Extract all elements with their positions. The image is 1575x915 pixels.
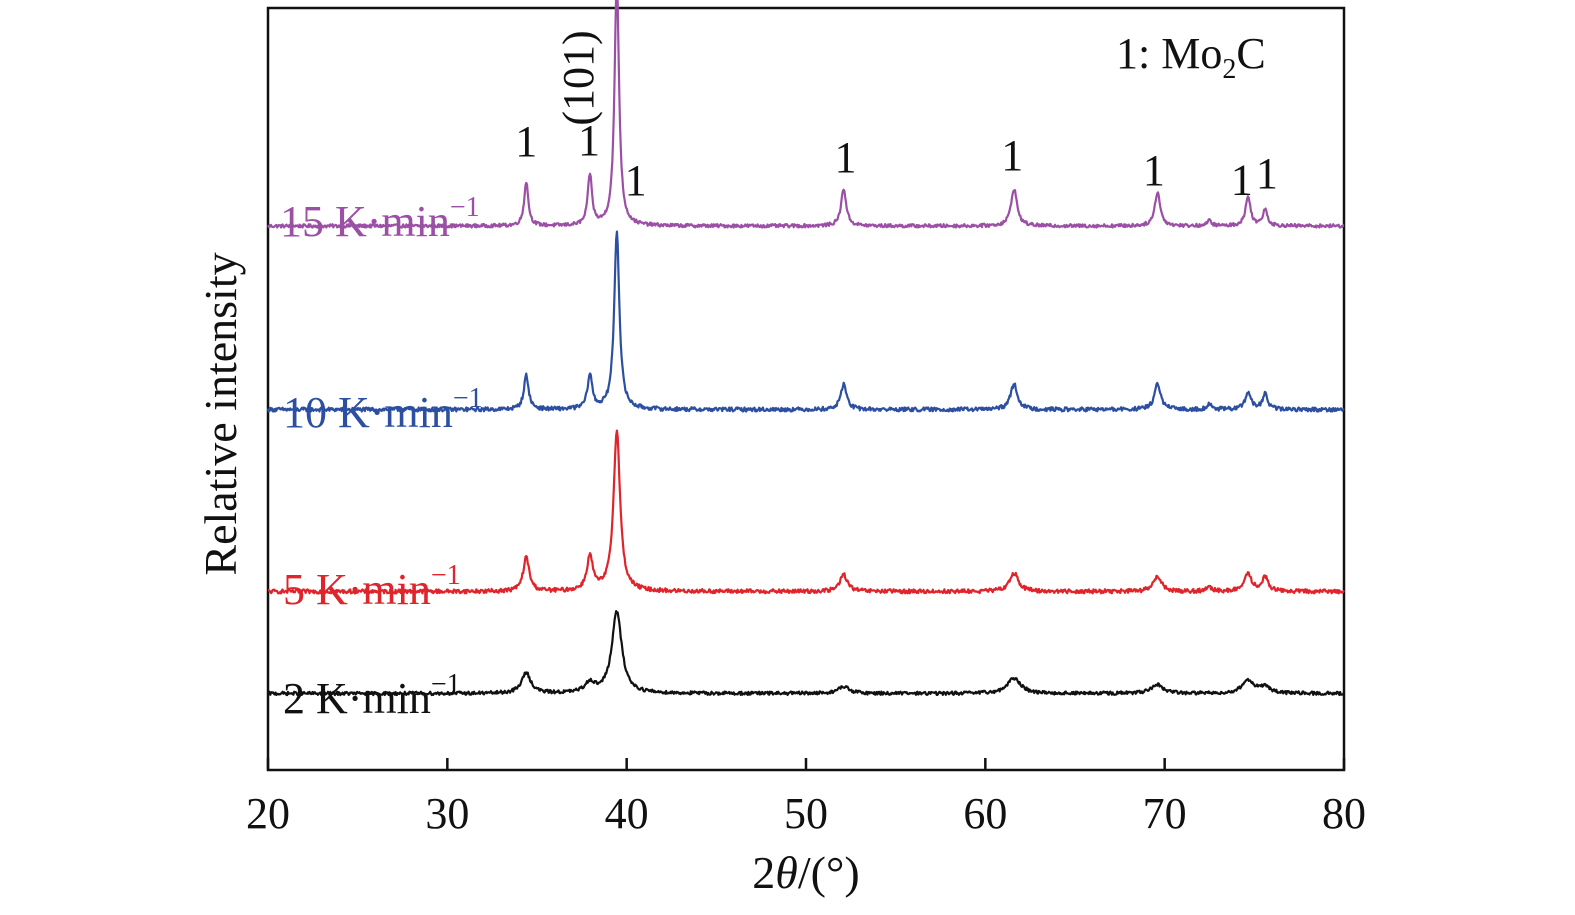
peak-marker-label: 1 [1143,146,1165,195]
miller-index-label: (101) [554,30,603,125]
x-axis-ticks: 20 30 40 50 60 70 80 [246,758,1366,838]
x-tick-label: 30 [425,789,469,838]
peak-marker-label: 1 [1001,131,1023,180]
y-axis-title: Relative intensity [195,252,246,575]
peak-marker-label: 1 [515,117,537,166]
peak-marker-label: 1 [1256,149,1278,198]
peak-marker-label: 1 [1231,155,1253,204]
peak-markers: 1 11 1 1 1 1 1 [515,116,1278,205]
x-tick-label: 60 [963,789,1007,838]
phase-legend: 1: Mo2C [1116,29,1266,85]
series-label-10: 10 K·min−1 [283,383,483,437]
series-label-2: 2 K·min−1 [283,669,461,723]
x-tick-label: 50 [784,789,828,838]
x-tick-label: 40 [605,789,649,838]
x-axis-title: 2θ/(°) [752,847,859,898]
peak-marker-label: 1 [834,133,856,182]
series-label-15: 15 K·min−1 [280,192,480,246]
x-tick-label: 80 [1322,789,1366,838]
series-layer [266,0,1345,697]
series-line [266,0,1345,229]
series-line [267,429,1345,595]
series-line [266,230,1345,413]
x-tick-label: 20 [246,789,290,838]
x-tick-label: 70 [1143,789,1187,838]
peak-marker-label: 1 [578,116,600,165]
peak-marker-label: 1 [625,156,647,205]
series-label-5: 5 K·min−1 [283,560,461,614]
series-line [267,609,1345,697]
